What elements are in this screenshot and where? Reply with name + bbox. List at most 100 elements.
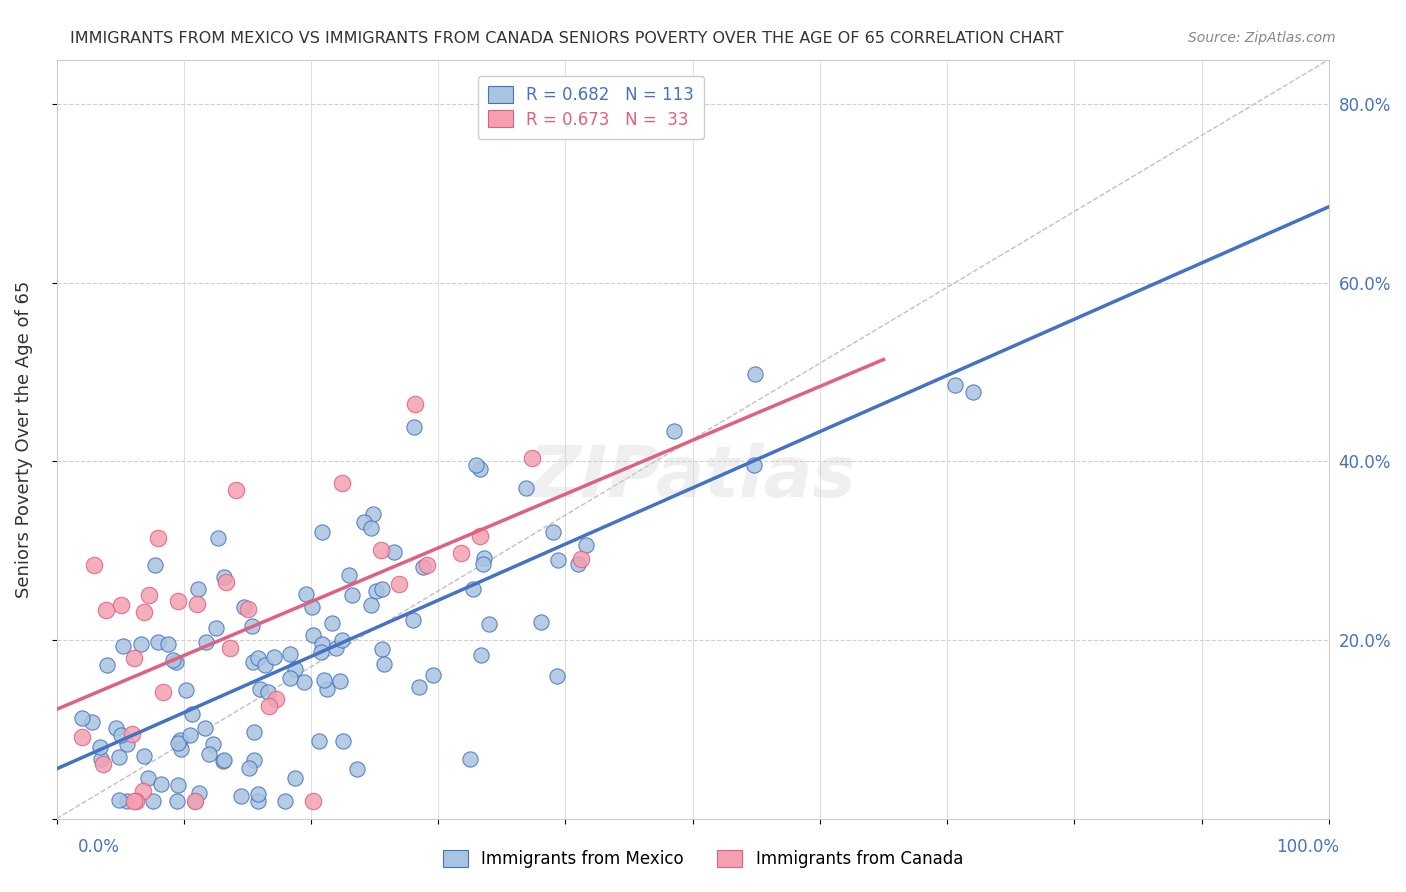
- Point: [314, 673, 336, 687]
- Point: [136, 771, 159, 785]
- Point: [179, 728, 201, 742]
- Point: [330, 475, 353, 490]
- Point: [264, 691, 287, 706]
- Point: [742, 458, 765, 472]
- Point: [373, 657, 395, 671]
- Point: [236, 602, 259, 616]
- Point: [301, 599, 323, 614]
- Point: [80, 715, 103, 730]
- Point: [569, 552, 592, 566]
- Point: [311, 525, 333, 540]
- Point: [311, 637, 333, 651]
- Point: [166, 794, 188, 808]
- Point: [122, 794, 145, 808]
- Point: [149, 777, 172, 791]
- Point: [325, 640, 347, 655]
- Point: [273, 794, 295, 808]
- Point: [83, 558, 105, 573]
- Point: [212, 570, 235, 584]
- Point: [284, 662, 307, 676]
- Point: [157, 637, 180, 651]
- Point: [257, 685, 280, 699]
- Point: [90, 752, 112, 766]
- Point: [96, 657, 118, 672]
- Point: [91, 757, 114, 772]
- Point: [205, 621, 228, 635]
- Point: [284, 771, 307, 785]
- Point: [567, 557, 589, 571]
- Point: [530, 615, 553, 630]
- Point: [243, 754, 266, 768]
- Point: [546, 669, 568, 683]
- Legend: Immigrants from Mexico, Immigrants from Canada: Immigrants from Mexico, Immigrants from …: [436, 843, 970, 875]
- Point: [346, 762, 368, 776]
- Point: [662, 424, 685, 438]
- Point: [174, 682, 197, 697]
- Text: Source: ZipAtlas.com: Source: ZipAtlas.com: [1188, 31, 1336, 45]
- Point: [242, 655, 264, 669]
- Point: [187, 582, 209, 596]
- Point: [402, 613, 425, 627]
- Point: [353, 515, 375, 529]
- Point: [181, 706, 204, 721]
- Point: [321, 615, 343, 630]
- Point: [108, 792, 131, 806]
- Point: [450, 546, 472, 560]
- Point: [360, 520, 382, 534]
- Point: [146, 531, 169, 545]
- Point: [225, 483, 247, 498]
- Point: [152, 685, 174, 699]
- Point: [142, 794, 165, 808]
- Point: [131, 637, 153, 651]
- Point: [474, 550, 496, 565]
- Point: [302, 628, 325, 642]
- Point: [232, 600, 254, 615]
- Point: [184, 794, 207, 808]
- Point: [332, 733, 354, 747]
- Point: [515, 481, 537, 495]
- Point: [229, 789, 252, 804]
- Point: [89, 739, 111, 754]
- Point: [112, 639, 135, 653]
- Point: [146, 635, 169, 649]
- Point: [468, 461, 491, 475]
- Point: [292, 675, 315, 690]
- Point: [212, 754, 235, 768]
- Point: [412, 560, 434, 574]
- Text: IMMIGRANTS FROM MEXICO VS IMMIGRANTS FROM CANADA SENIORS POVERTY OVER THE AGE OF: IMMIGRANTS FROM MEXICO VS IMMIGRANTS FRO…: [70, 31, 1064, 46]
- Point: [575, 538, 598, 552]
- Point: [167, 593, 190, 607]
- Point: [470, 648, 492, 662]
- Point: [72, 711, 94, 725]
- Point: [198, 747, 221, 761]
- Point: [316, 682, 339, 697]
- Point: [110, 728, 132, 742]
- Point: [138, 588, 160, 602]
- Point: [246, 650, 269, 665]
- Point: [170, 741, 193, 756]
- Point: [461, 582, 484, 596]
- Point: [257, 699, 280, 714]
- Point: [478, 617, 501, 632]
- Point: [121, 727, 143, 741]
- Point: [115, 737, 138, 751]
- Point: [165, 656, 187, 670]
- Point: [458, 752, 481, 766]
- Point: [104, 721, 127, 735]
- Point: [340, 588, 363, 602]
- Point: [360, 598, 382, 612]
- Point: [541, 525, 564, 540]
- Point: [520, 450, 543, 465]
- Point: [124, 651, 146, 665]
- Point: [207, 532, 229, 546]
- Point: [278, 671, 301, 685]
- Point: [246, 787, 269, 801]
- Point: [186, 597, 208, 611]
- Point: [132, 605, 155, 619]
- Point: [166, 778, 188, 792]
- Legend: R = 0.682   N = 113, R = 0.673   N =  33: R = 0.682 N = 113, R = 0.673 N = 33: [478, 76, 704, 138]
- Point: [162, 653, 184, 667]
- Point: [238, 761, 260, 775]
- Point: [464, 458, 486, 472]
- Point: [370, 543, 392, 558]
